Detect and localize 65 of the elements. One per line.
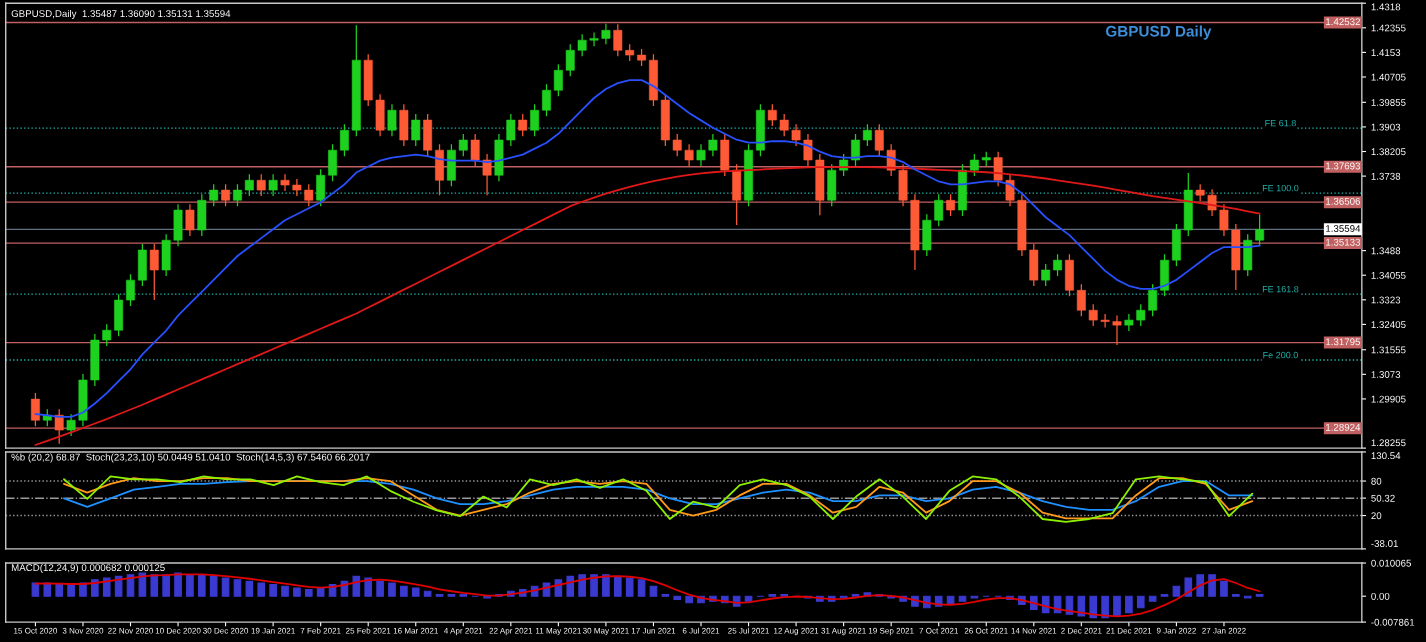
y-tick-label: 1.3903 <box>1371 123 1401 131</box>
x-tick-label: 14 Nov 2021 <box>1011 627 1057 634</box>
x-tick-label: 25 Feb 2021 <box>346 627 391 634</box>
ref-line-label: FE 100.0 <box>1262 184 1299 192</box>
y-tick-label: 1.39855 <box>1371 99 1406 106</box>
y-tick-label: 1.32405 <box>1371 321 1406 329</box>
y-tick-label: 1.42355 <box>1371 24 1406 32</box>
y-tick-label: 1.3738 <box>1371 172 1401 180</box>
x-tick-label: 19 Sep 2021 <box>868 627 914 636</box>
x-tick-label: 19 Jan 2021 <box>251 627 295 634</box>
x-tick-label: 3 Nov 2020 <box>62 627 104 634</box>
y-tick-label: 1.28255 <box>1371 439 1406 447</box>
x-tick-label: 31 Aug 2021 <box>821 627 866 636</box>
y-tick-label: 1.3488 <box>1371 247 1401 255</box>
y-tick-label: 20 <box>1371 512 1382 520</box>
x-tick-label: 16 Mar 2021 <box>393 627 438 634</box>
text: GBPUSD,Daily 1.35487 1.36090 1.35131 1.35594 <box>11 9 231 19</box>
ref-line-label: 1.37693 <box>1326 162 1361 170</box>
x-tick-label: 4 Apr 2021 <box>443 627 483 636</box>
x-tick-label: 30 May 2021 <box>582 627 629 636</box>
ref-line-label: FE 161.8 <box>1262 285 1299 293</box>
ref-line-label: FE 61.8 <box>1265 119 1296 127</box>
x-tick-label: 15 Oct 2020 <box>14 627 58 634</box>
x-tick-label: 21 Dec 2021 <box>1106 627 1152 634</box>
x-tick-label: 7 Oct 2021 <box>919 627 959 634</box>
ref-line-label: 1.35594 <box>1326 225 1361 232</box>
y-tick-label: 1.31555 <box>1371 346 1406 354</box>
x-tick-label: 7 Feb 2021 <box>300 627 341 634</box>
x-tick-label: 22 Apr 2021 <box>489 627 533 636</box>
ref-line-label: 1.42532 <box>1326 18 1360 26</box>
y-tick-label: -0.007861 <box>1371 618 1415 626</box>
chart-title: MACD(12,24,9) 0.000682 0.000125 <box>11 563 165 573</box>
y-tick-label: 1.4318 <box>1371 3 1401 11</box>
x-tick-label: 11 May 2021 <box>536 627 581 636</box>
y-tick-label: 1.34055 <box>1371 271 1406 279</box>
y-tick-label: 130.54 <box>1371 452 1401 460</box>
y-tick-label: 0.00 <box>1371 592 1390 600</box>
ref-line-label: 1.28924 <box>1326 423 1361 431</box>
y-tick-label: 1.3323 <box>1371 296 1401 304</box>
x-tick-label: 12 Aug 2021 <box>774 627 819 636</box>
y-tick-label: 1.38205 <box>1371 148 1406 156</box>
x-tick-label: 26 Oct 2021 <box>964 627 1008 634</box>
y-tick-label: 50.32 <box>1371 494 1395 502</box>
y-tick-label: -38.01 <box>1371 540 1398 547</box>
x-tick-label: 9 Jan 2022 <box>1156 627 1196 634</box>
y-tick-label: 0.010065 <box>1371 559 1411 567</box>
ref-line-label: 1.35133 <box>1326 238 1361 246</box>
y-tick-label: 1.29905 <box>1371 395 1406 403</box>
x-tick-label: 17 Jun 2021 <box>631 627 676 634</box>
x-tick-label: 2 Dec 2021 <box>1061 627 1102 634</box>
x-tick-label: 27 Jan 2022 <box>1202 627 1246 634</box>
x-tick-label: 25 Jul 2021 <box>728 627 769 634</box>
chart-title: %b (20,2) 68.87 Stoch(23,23,10) 50.0449 51.0410 Stoch(14,5,3) 67.5460 66.2017 <box>11 453 370 463</box>
text: GBPUSD Daily <box>1105 25 1212 40</box>
y-tick-label: 1.4153 <box>1371 49 1401 57</box>
y-tick-label: 80 <box>1371 477 1382 485</box>
y-tick-label: 1.3073 <box>1371 371 1401 378</box>
x-tick-label: 10 Dec 2020 <box>155 627 201 634</box>
y-tick-label: 1.40705 <box>1371 73 1406 81</box>
ref-line-label: 1.36506 <box>1326 197 1361 205</box>
x-tick-label: 22 Nov 2020 <box>108 627 154 634</box>
x-tick-label: 6 Jul 2021 <box>682 627 720 634</box>
ref-line-label: 1.31795 <box>1326 338 1361 346</box>
x-tick-label: 30 Dec 2020 <box>203 627 249 634</box>
ref-line-label: Fe 200.0 <box>1263 351 1298 359</box>
